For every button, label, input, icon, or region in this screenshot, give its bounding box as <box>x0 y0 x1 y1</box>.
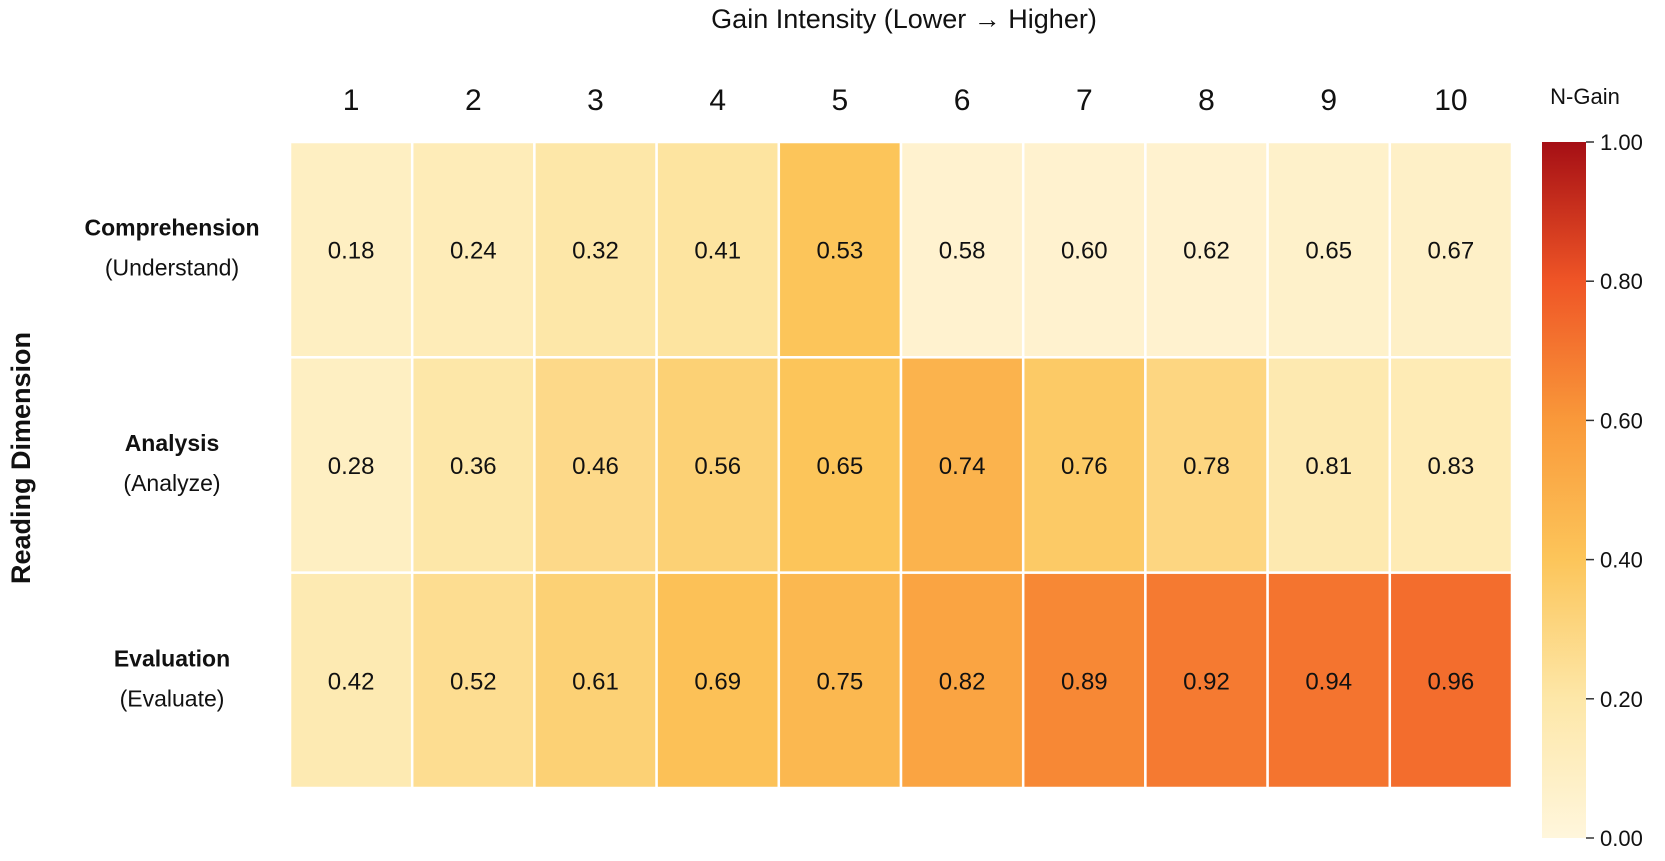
colorbar-title: N-Gain <box>1550 84 1620 109</box>
cell-value-label: 0.28 <box>328 453 375 480</box>
row-label: Analysis <box>125 430 220 456</box>
cell-value-label: 0.53 <box>817 238 864 265</box>
row-sublabel: (Evaluate) <box>120 685 225 711</box>
cell-value-label: 0.67 <box>1428 238 1475 265</box>
cell-value-label: 0.92 <box>1183 668 1230 695</box>
colorbar-tick-label: 0.20 <box>1600 687 1643 712</box>
heatmap-cell <box>1144 356 1269 574</box>
heatmap-cell <box>1021 571 1147 790</box>
column-label: 10 <box>1434 84 1467 117</box>
cell-value-label: 0.89 <box>1061 668 1108 695</box>
cell-value-label: 0.74 <box>939 453 986 480</box>
heatmap-cell <box>777 571 903 790</box>
row-label: Comprehension <box>84 215 259 241</box>
cell-value-label: 0.83 <box>1428 453 1475 480</box>
cell-value-label: 0.60 <box>1061 238 1108 265</box>
column-label: 9 <box>1320 84 1337 117</box>
cell-value-label: 0.82 <box>939 668 986 695</box>
chart-title: Gain Intensity (Lower → Higher) <box>711 4 1097 34</box>
cell-value-label: 0.46 <box>572 453 619 480</box>
heatmap-cell <box>1388 571 1514 790</box>
colorbar: N-Gain 0.00 0.20 0.40 0.60 0.80 1.00 <box>1542 84 1643 851</box>
cell-value-label: 0.96 <box>1428 668 1475 695</box>
heatmap-cell <box>655 356 781 574</box>
column-label: 3 <box>587 84 604 117</box>
cell-value-label: 0.81 <box>1305 453 1352 480</box>
column-label: 4 <box>709 84 726 117</box>
colorbar-tick-label: 0.60 <box>1600 408 1643 433</box>
heatmap-cell <box>1266 571 1392 790</box>
column-label: 2 <box>465 84 482 117</box>
cell-value-label: 0.42 <box>328 668 375 695</box>
colorbar-tick-label: 0.40 <box>1600 548 1643 573</box>
heatmap-cell <box>1388 356 1514 574</box>
column-label: 8 <box>1198 84 1215 117</box>
row-sublabel: (Analyze) <box>123 470 220 496</box>
heatmap-cell <box>410 140 536 359</box>
heatmap-cell <box>1266 356 1392 574</box>
row-labels: Comprehension (Understand) Analysis (Analyz… <box>84 215 259 712</box>
heatmap-cell <box>899 356 1025 574</box>
cell-value-label: 0.24 <box>450 238 497 265</box>
column-labels: 1 2 3 4 5 6 7 8 9 10 <box>343 84 1468 117</box>
heatmap-cell <box>1388 140 1514 359</box>
row-label: Evaluation <box>114 645 230 671</box>
heatmap-cell <box>899 140 1025 359</box>
column-label: 1 <box>343 84 360 117</box>
colorbar-tick-label: 0.80 <box>1600 269 1643 294</box>
colorbar-gradient <box>1542 142 1586 838</box>
cell-value-label: 0.36 <box>450 453 497 480</box>
cell-value-label: 0.52 <box>450 668 497 695</box>
cell-value-label: 0.69 <box>694 668 741 695</box>
cell-value-label: 0.76 <box>1061 453 1108 480</box>
cell-value-label: 0.56 <box>694 453 741 480</box>
column-label: 7 <box>1076 84 1093 117</box>
heatmap-cell <box>655 140 781 359</box>
cell-value-label: 0.61 <box>572 668 619 695</box>
cell-value-label: 0.75 <box>817 668 864 695</box>
cell-value-label: 0.62 <box>1183 238 1230 265</box>
heatmap-cell <box>1021 356 1147 574</box>
heatmap-cell <box>410 356 536 574</box>
cell-value-label: 0.78 <box>1183 453 1230 480</box>
cell-value-label: 0.65 <box>1305 238 1352 265</box>
heatmap-cell <box>1144 571 1269 790</box>
cell-value-label: 0.58 <box>939 238 986 265</box>
column-label: 6 <box>954 84 971 117</box>
heatmap-cells: 0.18 0.24 0.32 0.41 0.53 0.58 0.60 0.62 0.65 0.67… <box>288 140 1514 790</box>
cell-value-label: 0.32 <box>572 238 619 265</box>
heatmap-cell <box>288 571 414 790</box>
heatmap-cell <box>288 140 414 359</box>
heatmap-cell <box>533 571 658 790</box>
colorbar-ticks: 0.00 0.20 0.40 0.60 0.80 1.00 <box>1586 130 1643 851</box>
y-axis-label: Reading Dimension <box>6 332 36 584</box>
colorbar-tick-label: 1.00 <box>1600 130 1643 155</box>
cell-value-label: 0.65 <box>817 453 864 480</box>
heatmap-cell <box>410 571 536 790</box>
cell-value-label: 0.94 <box>1305 668 1352 695</box>
cell-value-label: 0.18 <box>328 238 375 265</box>
heatmap-cell <box>1144 140 1269 359</box>
heatmap-cell <box>533 140 658 359</box>
cell-value-label: 0.41 <box>694 238 741 265</box>
colorbar-tick-label: 0.00 <box>1600 826 1643 851</box>
column-label: 5 <box>832 84 849 117</box>
row-sublabel: (Understand) <box>105 255 239 281</box>
